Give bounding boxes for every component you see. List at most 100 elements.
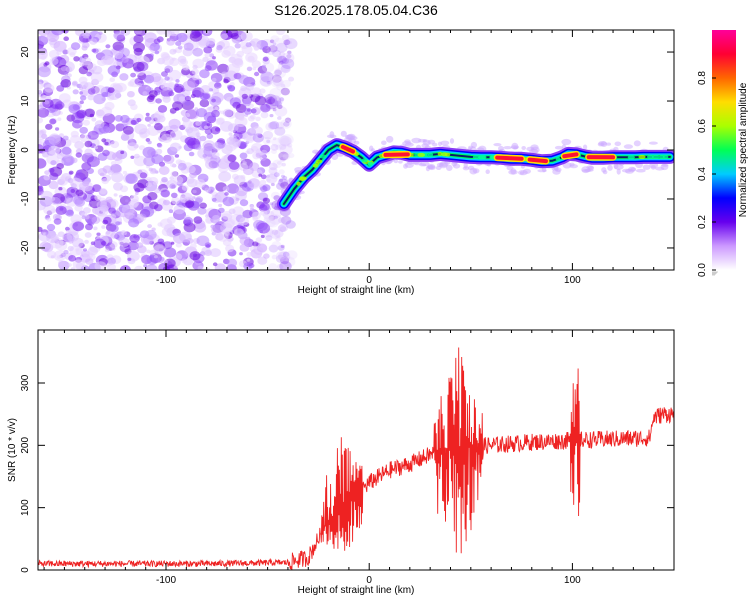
- trace-halo: [498, 146, 504, 152]
- noise-blob: [183, 120, 193, 128]
- noise-blob: [263, 57, 269, 62]
- noise-blob: [182, 185, 189, 191]
- noise-blob: [216, 45, 222, 50]
- noise-blob: [243, 100, 251, 107]
- noise-blob: [146, 182, 152, 187]
- noise-blob: [240, 237, 250, 245]
- noise-blob: [71, 42, 80, 50]
- noise-blob: [131, 120, 137, 125]
- snr-xtick-label: 100: [564, 575, 581, 586]
- noise-blob: [239, 217, 249, 225]
- noise-blob: [82, 42, 90, 48]
- noise-blob: [127, 91, 135, 97]
- noise-blob: [46, 217, 51, 221]
- noise-blob: [123, 126, 134, 135]
- noise-blob: [135, 192, 139, 195]
- noise-blob: [184, 43, 194, 51]
- noise-blob: [207, 38, 215, 45]
- noise-blob: [239, 252, 243, 255]
- noise-blob: [263, 253, 270, 258]
- noise-blob: [223, 79, 229, 84]
- noise-blob: [65, 176, 71, 181]
- noise-blob: [280, 226, 287, 232]
- noise-blob: [253, 246, 257, 249]
- noise-blob: [174, 84, 185, 93]
- trace-halo: [386, 136, 393, 143]
- noise-blob: [248, 56, 255, 62]
- noise-blob: [125, 199, 129, 202]
- noise-blob: [57, 117, 61, 121]
- noise-blob: [73, 56, 79, 61]
- noise-blob: [247, 178, 260, 189]
- noise-blob: [268, 122, 277, 130]
- trace-halo: [473, 168, 480, 173]
- noise-blob: [269, 163, 278, 170]
- noise-blob: [187, 238, 194, 244]
- noise-blob: [128, 218, 139, 227]
- noise-blob: [101, 225, 105, 229]
- noise-blob: [48, 145, 60, 155]
- noise-blob: [88, 131, 99, 140]
- noise-blob: [203, 154, 207, 158]
- noise-blob: [240, 86, 247, 92]
- noise-blob: [197, 236, 210, 247]
- trace-halo: [440, 141, 449, 146]
- noise-blob: [150, 73, 161, 82]
- noise-blob: [239, 75, 250, 84]
- noise-blob: [224, 231, 229, 236]
- colorbar-tick-label: 0.0: [697, 263, 708, 277]
- trace-halo: [381, 141, 387, 146]
- trace-spot: [319, 155, 327, 159]
- snr-ylabel: SNR (10 * v/v): [7, 418, 18, 482]
- noise-blob: [186, 67, 190, 70]
- spectrogram-ytick-label: -10: [20, 191, 31, 206]
- noise-blob: [273, 38, 285, 48]
- noise-blob: [195, 144, 202, 150]
- noise-blob: [61, 66, 67, 71]
- noise-blob: [94, 146, 98, 150]
- noise-blob: [179, 96, 185, 101]
- noise-blob: [257, 244, 267, 253]
- noise-blob: [137, 83, 142, 87]
- noise-blob: [97, 200, 108, 209]
- noise-blob: [101, 107, 112, 116]
- noise-blob: [61, 43, 67, 48]
- noise-blob: [191, 94, 196, 98]
- noise-blob: [192, 74, 199, 80]
- noise-blob: [120, 115, 130, 123]
- trace-halo: [630, 167, 636, 171]
- noise-blob: [84, 240, 89, 244]
- noise-blob: [150, 169, 157, 175]
- spectrogram-signal-trace: [284, 131, 671, 204]
- noise-blob: [56, 206, 67, 215]
- noise-blob: [72, 221, 84, 231]
- noise-blob: [173, 233, 186, 244]
- noise-blob: [229, 161, 240, 170]
- noise-blob: [267, 48, 275, 55]
- noise-blob: [236, 186, 248, 196]
- noise-blob: [66, 210, 74, 217]
- noise-blob: [240, 244, 250, 252]
- trace-halo: [581, 166, 590, 173]
- noise-blob: [260, 104, 270, 113]
- noise-blob: [68, 263, 72, 267]
- noise-blob: [122, 231, 127, 236]
- noise-blob: [184, 217, 193, 225]
- noise-blob: [256, 237, 263, 242]
- noise-blob: [250, 208, 254, 211]
- trace-halo: [526, 147, 534, 151]
- noise-blob: [79, 100, 84, 104]
- noise-blob: [79, 66, 88, 74]
- noise-blob: [222, 157, 227, 161]
- noise-blob: [114, 52, 123, 59]
- noise-blob: [254, 47, 259, 51]
- noise-blob: [113, 182, 123, 190]
- noise-blob: [163, 200, 170, 206]
- noise-blob: [106, 197, 113, 203]
- trace-halo: [404, 139, 411, 143]
- noise-blob: [41, 134, 47, 139]
- trace-halo: [446, 165, 453, 171]
- noise-blob: [157, 143, 162, 147]
- noise-blob: [56, 163, 64, 169]
